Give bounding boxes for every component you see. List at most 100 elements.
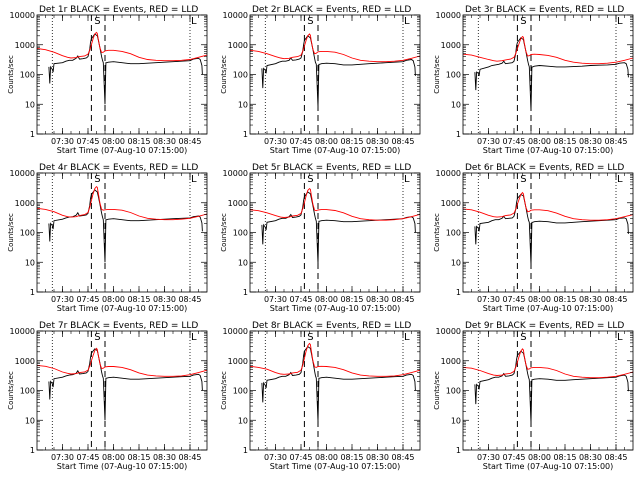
x-tick-label: 08:15	[553, 137, 576, 146]
plot-frame	[249, 330, 421, 451]
marker-s: S	[94, 16, 100, 27]
x-tick-label: 08:15	[553, 453, 576, 462]
panel-title: Det 8r BLACK = Events, RED = LLD	[252, 321, 411, 331]
y-tick-label: 10	[238, 258, 248, 267]
x-tick-label: 08:30	[153, 137, 176, 146]
x-tick-label: 07:45	[76, 137, 99, 146]
y-axis-label: Counts/sec	[220, 371, 228, 410]
marker-s: S	[520, 174, 526, 185]
panel-title: Det 9r BLACK = Events, RED = LLD	[465, 321, 624, 331]
x-tick-label: 07:45	[289, 453, 312, 462]
panel-title: Det 3r BLACK = Events, RED = LLD	[465, 5, 624, 15]
y-tick-label: 1000	[228, 199, 248, 208]
y-tick-label: 10000	[223, 327, 248, 336]
y-tick-label: 10000	[223, 11, 248, 20]
y-tick-label: 10000	[10, 327, 35, 336]
x-tick-label: 08:45	[604, 137, 627, 146]
plot-frame	[249, 172, 421, 293]
marker-l: L	[191, 16, 197, 27]
events-series-line	[261, 191, 416, 264]
x-tick-label: 07:30	[51, 453, 74, 462]
plot-frame	[462, 330, 634, 451]
panel-title: Det 7r BLACK = Events, RED = LLD	[39, 321, 198, 331]
x-tick-label: 08:30	[366, 137, 389, 146]
events-series-line	[474, 193, 629, 266]
plot-frame	[462, 14, 634, 135]
y-tick-label: 100	[233, 229, 248, 238]
events-series-line	[474, 37, 629, 111]
marker-l: L	[404, 16, 410, 27]
y-tick-label: 1	[30, 446, 35, 455]
marker-s: S	[94, 332, 100, 343]
y-tick-label: 1	[456, 446, 461, 455]
y-tick-label: 1000	[228, 41, 248, 50]
marker-s: S	[520, 332, 526, 343]
events-series-line	[48, 189, 203, 263]
marker-s: S	[307, 16, 313, 27]
x-tick-label: 08:00	[528, 137, 551, 146]
x-axis-label: Start Time (07-Aug-10 07:15:00)	[483, 146, 614, 155]
y-tick-label: 10000	[223, 169, 248, 178]
x-tick-label: 07:30	[477, 137, 500, 146]
plot-frame	[36, 330, 208, 451]
x-axis-label: Start Time (07-Aug-10 07:15:00)	[270, 146, 401, 155]
x-axis-label: Start Time (07-Aug-10 07:15:00)	[270, 304, 401, 313]
y-tick-label: 100	[446, 387, 461, 396]
x-axis-label: Start Time (07-Aug-10 07:15:00)	[57, 146, 188, 155]
y-tick-label: 1	[30, 288, 35, 297]
lld-series-line	[36, 31, 208, 62]
x-tick-label: 08:15	[553, 295, 576, 304]
y-tick-label: 100	[446, 71, 461, 80]
y-tick-label: 10	[25, 258, 35, 267]
y-tick-label: 100	[233, 387, 248, 396]
x-tick-label: 08:30	[579, 137, 602, 146]
lld-series-line	[249, 33, 421, 63]
x-tick-label: 08:00	[315, 137, 338, 146]
x-tick-label: 08:30	[153, 295, 176, 304]
x-tick-label: 07:30	[264, 295, 287, 304]
marker-s: S	[94, 174, 100, 185]
y-tick-label: 10	[238, 416, 248, 425]
lld-series-line	[249, 187, 421, 221]
y-tick-label: 100	[233, 71, 248, 80]
y-tick-label: 1	[456, 288, 461, 297]
x-tick-label: 07:45	[502, 453, 525, 462]
marker-l: L	[617, 332, 623, 343]
x-tick-label: 08:30	[366, 295, 389, 304]
x-tick-label: 08:15	[340, 137, 363, 146]
y-tick-label: 1	[243, 130, 248, 139]
marker-l: L	[617, 174, 623, 185]
x-tick-label: 08:15	[127, 137, 150, 146]
marker-l: L	[404, 332, 410, 343]
x-tick-label: 07:45	[289, 295, 312, 304]
y-axis-label: Counts/sec	[433, 213, 441, 252]
lld-series-line	[249, 342, 421, 377]
y-tick-label: 10	[451, 258, 461, 267]
lld-series-line	[462, 35, 634, 65]
marker-s: S	[520, 16, 526, 27]
x-tick-label: 08:15	[340, 295, 363, 304]
lld-series-line	[462, 348, 634, 379]
x-tick-label: 08:30	[579, 295, 602, 304]
x-tick-label: 08:00	[315, 295, 338, 304]
x-tick-label: 08:45	[604, 453, 627, 462]
marker-s: S	[307, 332, 313, 343]
y-tick-label: 1000	[441, 199, 461, 208]
plot-frame	[36, 172, 208, 293]
y-tick-label: 1000	[15, 199, 35, 208]
y-axis-label: Counts/sec	[7, 213, 15, 252]
x-axis-label: Start Time (07-Aug-10 07:15:00)	[57, 304, 188, 313]
x-tick-label: 08:15	[340, 453, 363, 462]
y-tick-label: 10	[25, 416, 35, 425]
y-tick-label: 1000	[441, 41, 461, 50]
y-tick-label: 10000	[436, 327, 461, 336]
y-tick-label: 10000	[436, 169, 461, 178]
x-tick-label: 08:15	[127, 453, 150, 462]
